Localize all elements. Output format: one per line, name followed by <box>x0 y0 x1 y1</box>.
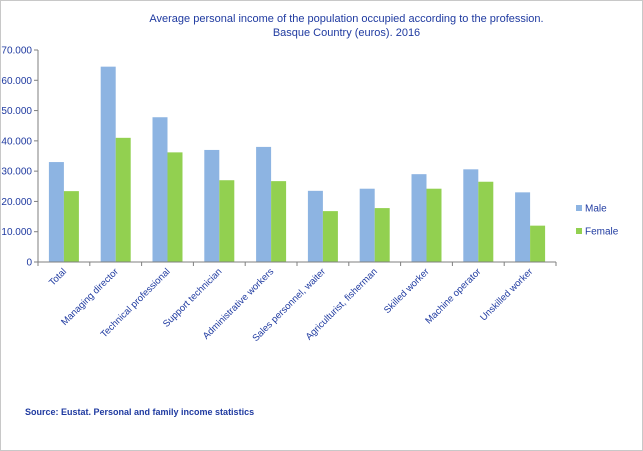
bar-female-sales-personnel-waiter <box>322 211 338 262</box>
bar-male-managing-director <box>100 66 116 263</box>
bar-male-agriculturist-fisherman <box>359 188 375 262</box>
bar-female-unskilled-worker <box>530 225 546 262</box>
bar-female-administrative-workers <box>271 181 287 262</box>
chart-subtitle: Basque Country (euros). 2016 <box>272 27 421 39</box>
bar-male-unskilled-worker <box>515 192 531 262</box>
bar-female-agriculturist-fisherman <box>374 208 390 262</box>
bar-female-skilled-worker <box>426 188 442 262</box>
x-tick-label: Unskilled worker <box>478 266 535 323</box>
y-tick-label: 10.000 <box>1 227 32 238</box>
bar-male-administrative-workers <box>256 146 272 262</box>
bar-male-total <box>48 162 64 262</box>
x-tick-label: Total <box>47 266 69 288</box>
source-note: Source: Eustat. Personal and family inco… <box>25 407 255 417</box>
bar-male-technical-professional <box>152 117 168 262</box>
y-tick-label: 60.000 <box>1 76 32 87</box>
y-tick-label: 30.000 <box>1 167 32 178</box>
legend-swatch-male <box>576 205 582 211</box>
y-tick-label: 20.000 <box>1 197 32 208</box>
bar-male-support-technician <box>204 149 220 262</box>
bar-female-technical-professional <box>167 152 183 262</box>
y-tick-label: 40.000 <box>1 136 32 147</box>
bar-male-machine-operator <box>463 169 479 262</box>
x-tick-label: Machine operator <box>423 266 483 326</box>
bar-female-managing-director <box>115 137 131 262</box>
bar-female-machine-operator <box>478 181 494 262</box>
y-tick-label: 0 <box>26 258 32 269</box>
bar-male-skilled-worker <box>411 174 427 262</box>
bar-male-sales-personnel-waiter <box>307 190 323 262</box>
y-tick-label: 50.000 <box>1 106 32 117</box>
x-tick-label: Skilled worker <box>382 266 432 316</box>
bar-female-total <box>63 191 79 262</box>
legend-swatch-female <box>576 228 582 234</box>
bar-female-support-technician <box>219 180 235 262</box>
legend-label-female: Female <box>585 227 619 238</box>
y-tick-label: 70.000 <box>1 46 32 57</box>
chart-title: Average personal income of the populatio… <box>149 13 544 25</box>
legend-label-male: Male <box>585 204 607 215</box>
